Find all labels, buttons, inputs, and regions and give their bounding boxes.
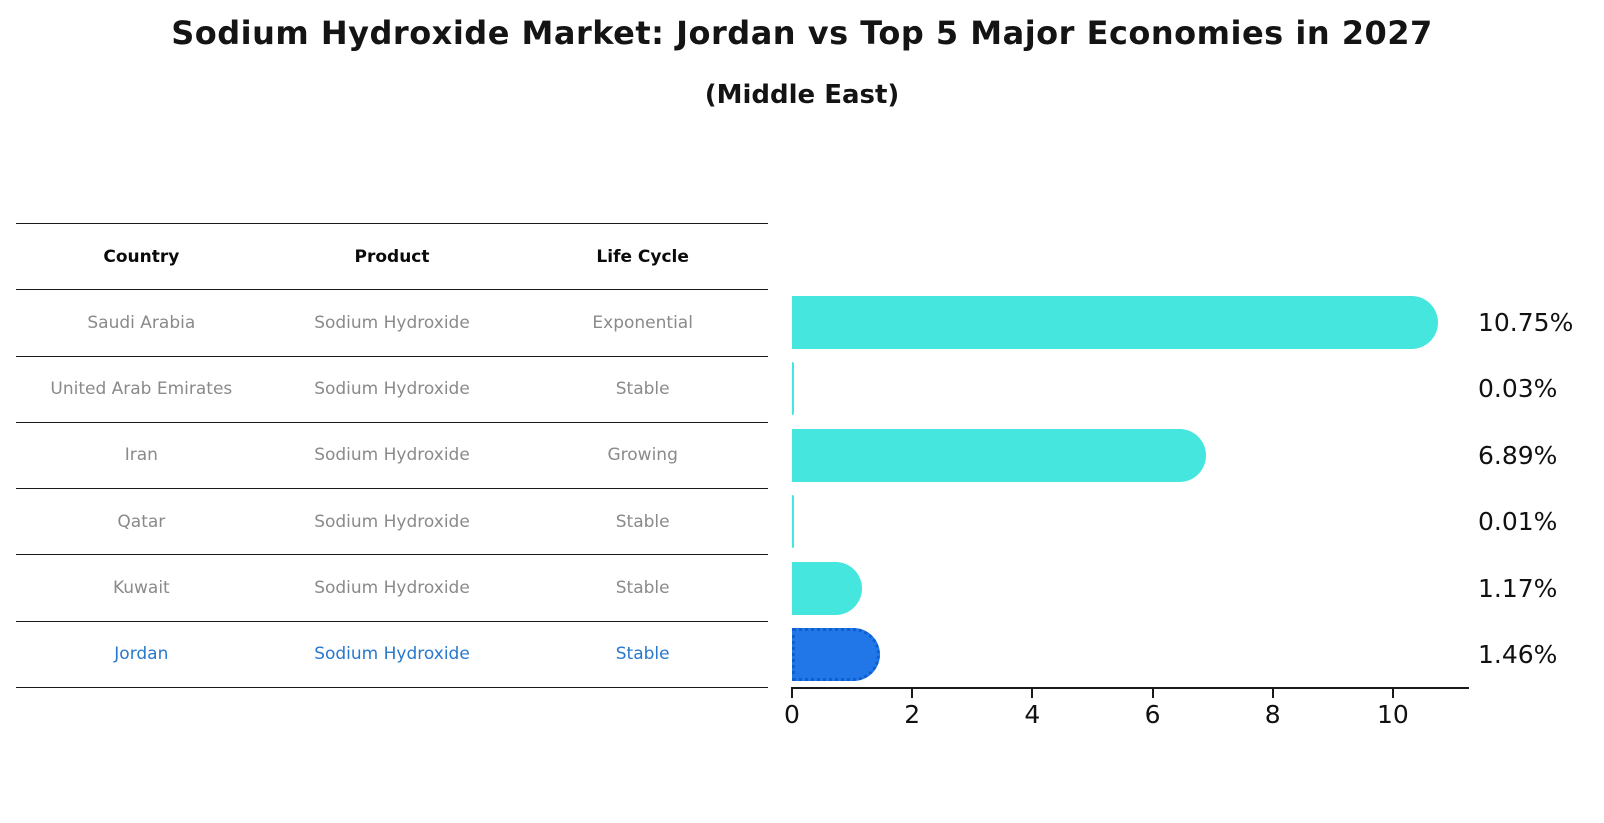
table-row: Kuwait Sodium Hydroxide Stable: [16, 554, 768, 620]
value-label-iran: 6.89%: [1478, 440, 1558, 470]
x-axis: 0 2 4 6 8 10: [784, 687, 1469, 737]
table-row: Saudi Arabia Sodium Hydroxide Exponentia…: [16, 289, 768, 355]
product-cell: Sodium Hydroxide: [314, 379, 470, 400]
value-label-qatar: 0.01%: [1478, 507, 1558, 537]
x-axis-line: [791, 687, 1469, 689]
bar-chart-area: [792, 289, 1468, 688]
product-cell: Sodium Hydroxide: [314, 445, 470, 466]
country-cell: Kuwait: [112, 578, 170, 599]
bar-kuwait: [792, 561, 863, 615]
chart-subtitle: (Middle East): [704, 80, 900, 110]
x-axis-tick-label: 8: [1264, 700, 1281, 729]
bar-row: [792, 422, 1468, 489]
life-cycle-cell: Stable: [615, 644, 670, 665]
bar-row: [792, 622, 1468, 689]
x-axis-tick-label: 0: [784, 700, 800, 729]
table-row: Iran Sodium Hydroxide Growing: [16, 421, 768, 488]
x-axis-tick: [1271, 689, 1274, 698]
x-axis-tick-label: 2: [904, 700, 921, 729]
bar-row: [792, 356, 1468, 423]
x-axis-tick-label: 6: [1144, 700, 1161, 729]
value-label-kuwait: 1.17%: [1478, 573, 1558, 603]
x-axis-tick-label: 4: [1024, 700, 1041, 729]
x-axis-tick: [911, 689, 914, 698]
x-axis-tick: [1031, 689, 1034, 698]
bar-iran: [792, 428, 1206, 482]
table-header-row: Country Product Life Cycle: [16, 223, 768, 289]
life-cycle-cell: Exponential: [592, 312, 693, 333]
bar-row: [792, 555, 1468, 622]
country-cell: United Arab Emirates: [50, 379, 233, 400]
column-header-country: Country: [103, 246, 180, 267]
bar-qatar: [792, 495, 794, 549]
product-cell: Sodium Hydroxide: [314, 578, 470, 599]
table-row: Qatar Sodium Hydroxide Stable: [16, 488, 768, 554]
country-cell: Jordan: [114, 644, 169, 665]
bar-saudi-arabia: [792, 295, 1438, 349]
life-cycle-cell: Stable: [615, 379, 670, 400]
country-cell: Iran: [124, 445, 158, 466]
value-label-united-arab-emirates: 0.03%: [1478, 374, 1558, 404]
life-cycle-cell: Stable: [615, 578, 670, 599]
product-cell: Sodium Hydroxide: [314, 511, 470, 532]
life-cycle-cell: Stable: [615, 511, 670, 532]
bar-value-labels: 10.75% 0.03% 6.89% 0.01% 1.17% 1.46%: [1478, 289, 1604, 688]
column-header-life-cycle: Life Cycle: [596, 246, 689, 267]
value-label-saudi-arabia: 10.75%: [1478, 307, 1574, 337]
x-axis-tick: [1151, 689, 1154, 698]
column-header-product: Product: [354, 246, 430, 267]
value-label-jordan: 1.46%: [1478, 640, 1558, 670]
bar-united-arab-emirates: [792, 362, 794, 416]
country-cell: Saudi Arabia: [87, 312, 196, 333]
bar-jordan-highlighted: [792, 628, 880, 682]
life-cycle-cell: Growing: [607, 445, 678, 466]
bar-row: [792, 489, 1468, 556]
data-table: Country Product Life Cycle Saudi Arabia …: [16, 223, 768, 688]
product-cell: Sodium Hydroxide: [314, 312, 470, 333]
table-row-jordan-highlighted: Jordan Sodium Hydroxide Stable: [16, 620, 768, 687]
bar-row: [792, 289, 1468, 356]
chart-title: Sodium Hydroxide Market: Jordan vs Top 5…: [171, 14, 1433, 52]
x-axis-tick: [791, 689, 793, 698]
table-row: United Arab Emirates Sodium Hydroxide St…: [16, 355, 768, 422]
x-axis-tick-label: 10: [1376, 700, 1409, 729]
x-axis-tick: [1391, 689, 1394, 698]
country-cell: Qatar: [117, 511, 166, 532]
product-cell: Sodium Hydroxide: [314, 644, 470, 665]
